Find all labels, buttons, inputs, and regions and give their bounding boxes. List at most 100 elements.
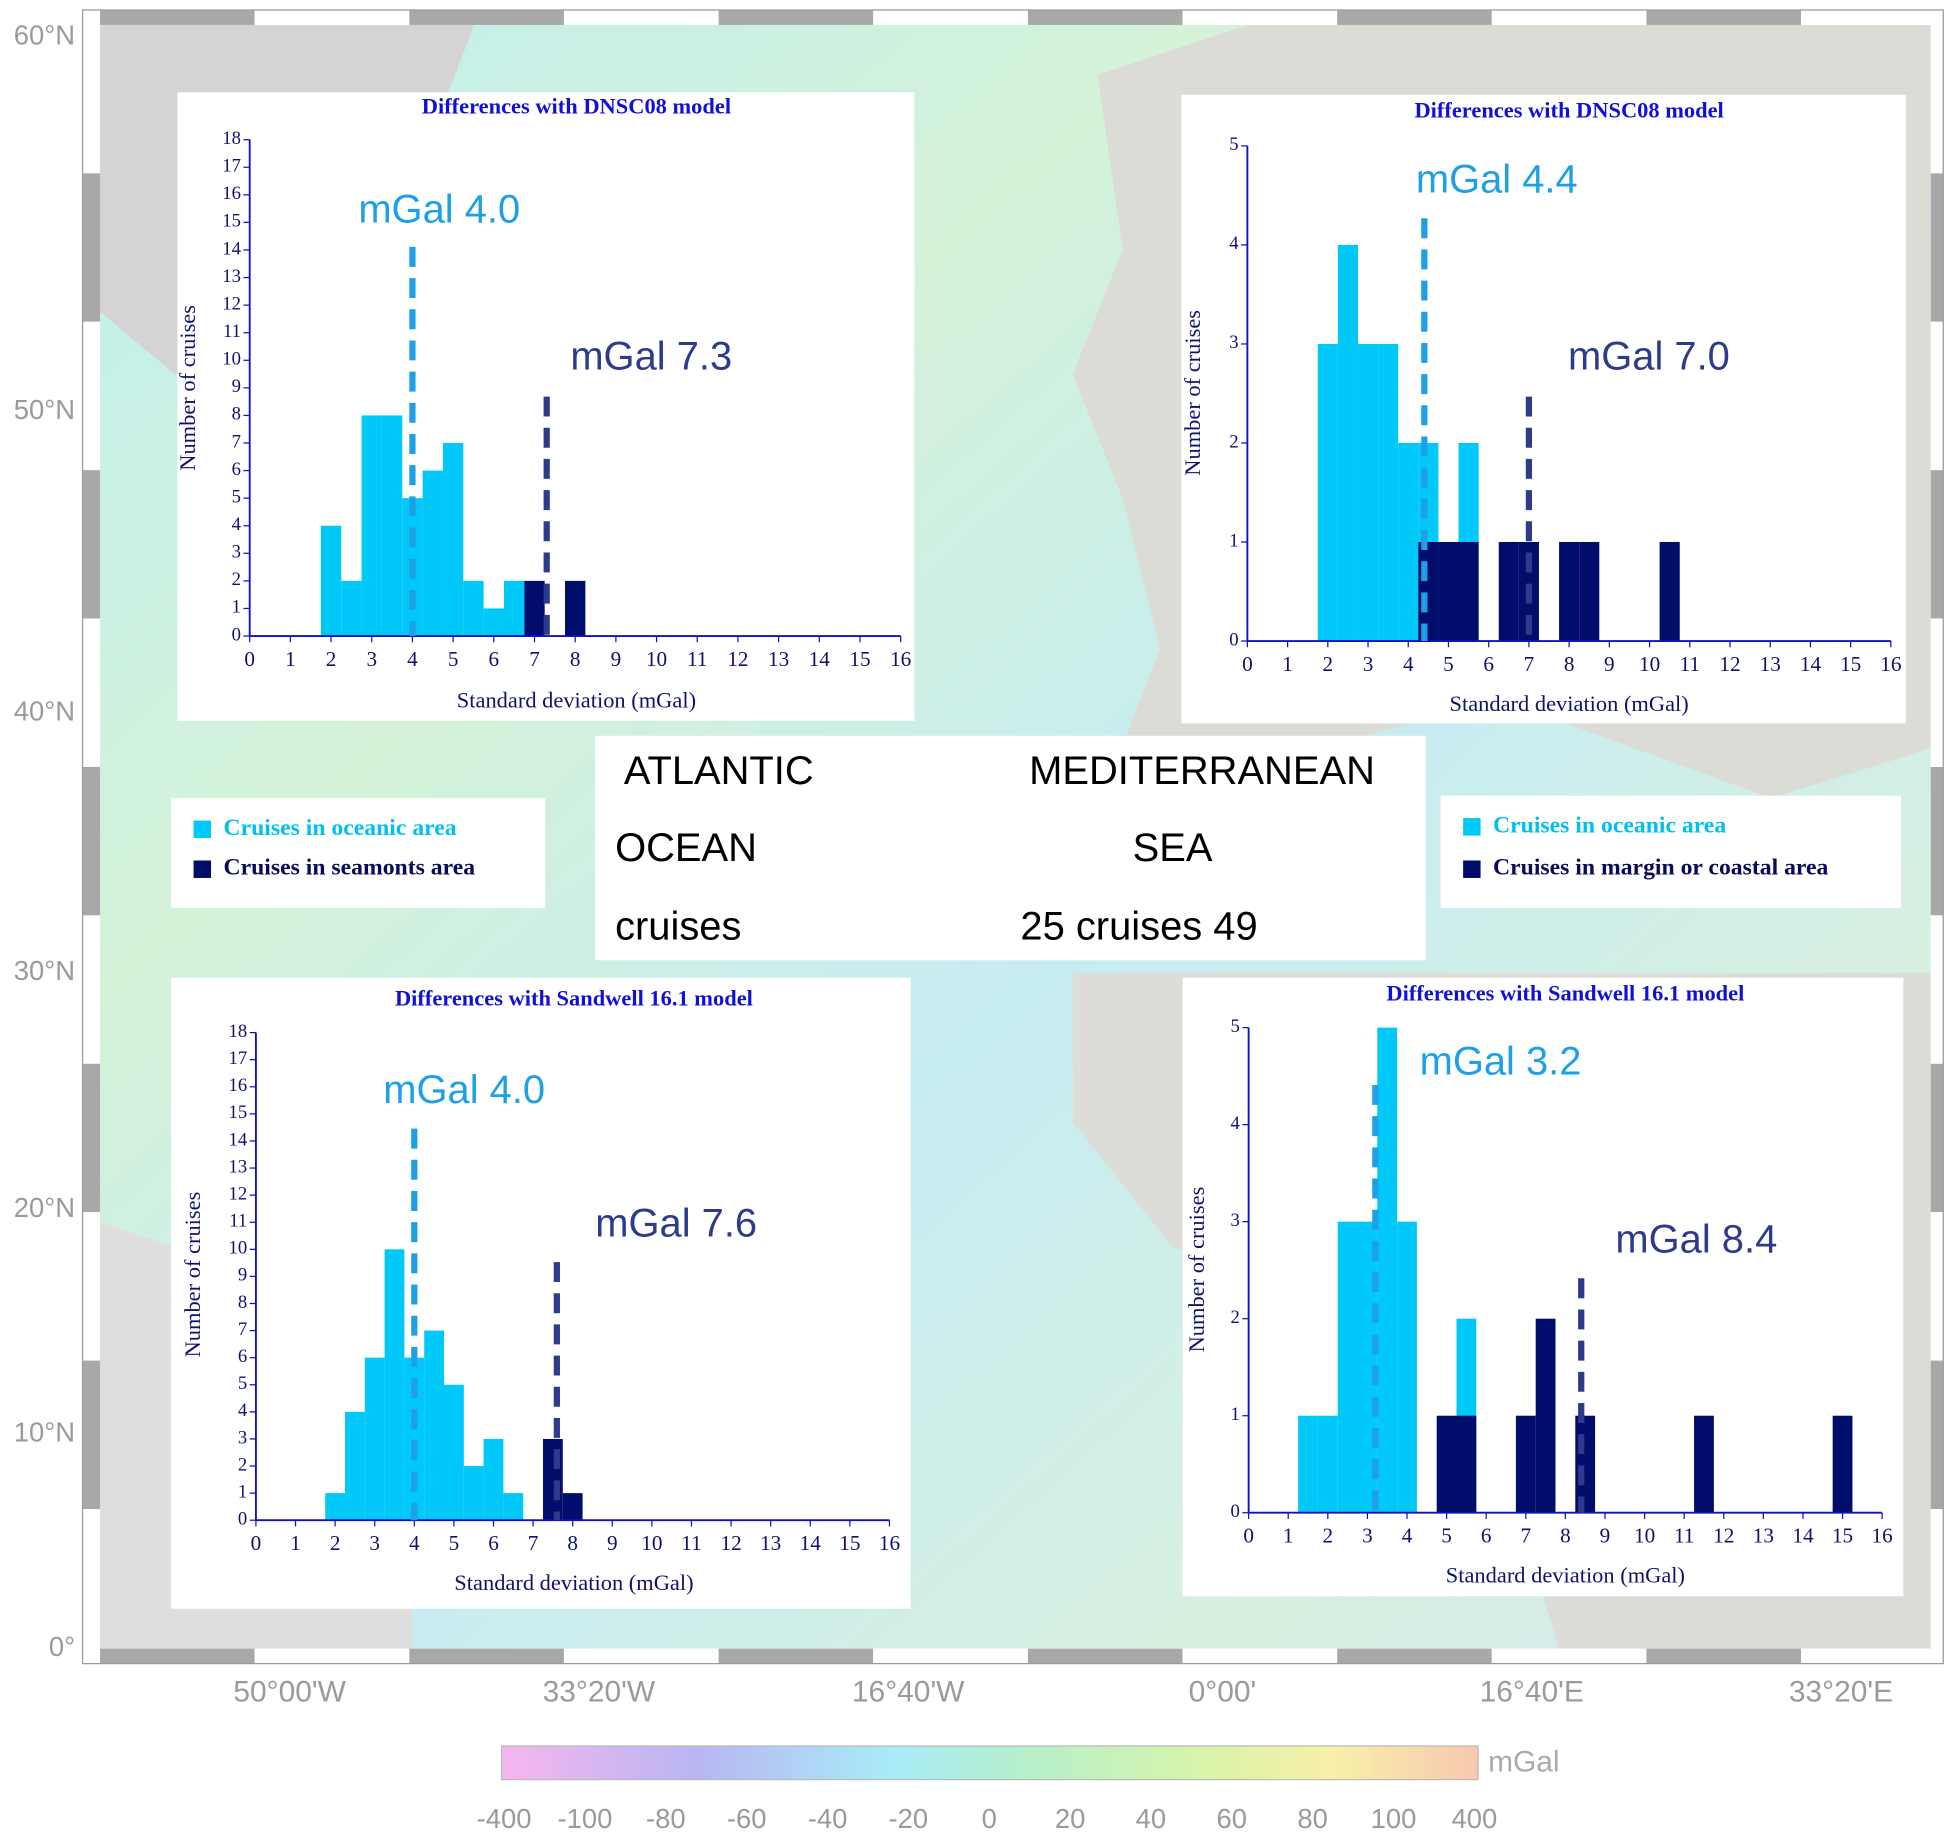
lat-label: 10°N [14,1416,75,1447]
y-tick-label: 18 [229,1021,248,1042]
y-tick-label: 0 [1229,629,1238,650]
x-tick-label: 15 [1840,652,1861,676]
frame-segment [1931,915,1943,1063]
frame-segment [1801,10,1956,25]
x-tick-label: 5 [449,1531,460,1555]
y-tick-label: 2 [1231,1307,1240,1328]
bar [1298,1416,1318,1513]
frame-segment [83,1361,100,1509]
bar [1536,1319,1556,1513]
y-tick-label: 2 [238,1454,247,1475]
mean-label: mGal 4.0 [358,188,520,232]
x-tick-label: 7 [1524,652,1535,676]
x-tick-label: 16 [890,647,911,671]
colorbar-tick-label: -40 [808,1803,848,1832]
y-tick-label: 9 [232,376,241,397]
lon-label: 16°40'W [852,1675,965,1708]
frame-segment [255,10,410,25]
colorbar-tick-label: 80 [1297,1803,1328,1832]
frame-segment [83,470,100,618]
x-tick-label: 6 [489,647,500,671]
x-tick-label: 1 [290,1531,301,1555]
x-tick-label: 6 [488,1531,499,1555]
x-tick-label: 5 [1443,652,1454,676]
x-tick-label: 8 [1560,1524,1571,1548]
x-tick-label: 1 [1282,652,1293,676]
x-tick-label: 12 [1719,652,1740,676]
bar [464,1466,484,1520]
legend-label: Cruises in oceanic area [224,815,457,841]
y-tick-label: 8 [232,404,241,425]
y-tick-label: 13 [229,1156,248,1177]
region-label: ATLANTIC [624,749,814,793]
region-label: SEA [1133,826,1213,870]
y-tick-label: 9 [238,1265,247,1286]
x-tick-label: 5 [448,647,459,671]
y-tick-label: 6 [238,1346,247,1367]
lat-label: 40°N [14,696,75,727]
x-tick-label: 8 [1564,652,1575,676]
bar [341,581,361,636]
bar [1318,344,1338,641]
x-tick-label: 2 [1323,652,1334,676]
region-label: MEDITERRANEAN [1029,749,1375,793]
figure: mGal 60°N50°N40°N30°N20°N10°N0°50°00'W33… [0,0,1956,1832]
colorbar-tick-label: -80 [646,1803,686,1832]
x-tick-label: 14 [1792,1524,1814,1548]
y-tick-label: 2 [232,569,241,590]
x-tick-label: 10 [1634,1524,1655,1548]
x-tick-label: 3 [366,647,377,671]
y-tick-label: 4 [232,514,242,535]
x-axis-label: Standard deviation (mGal) [457,687,696,712]
y-tick-label: 11 [229,1211,247,1232]
frame-segment [873,1649,1028,1664]
bar [1338,245,1358,641]
frame-segment [83,173,100,321]
bar [1318,1416,1338,1513]
lat-label: 50°N [14,394,75,425]
colorbar-tick-label: -400 [477,1803,532,1832]
y-tick-label: 12 [222,293,241,314]
y-tick-label: 0 [1231,1501,1240,1522]
x-tick-label: 11 [1674,1524,1694,1548]
page: Gravity cruise differences html, body { … [0,0,1956,1832]
x-tick-label: 16 [1880,652,1901,676]
mean-label: mGal 8.4 [1615,1218,1777,1262]
region-label: 25 cruises 49 [1020,905,1257,949]
y-tick-label: 1 [1231,1404,1240,1425]
bar [321,526,341,636]
colorbar-tick-label: -100 [558,1803,613,1832]
bar [1437,1416,1457,1513]
region-label: OCEAN [615,826,757,870]
y-tick-label: 5 [1231,1016,1240,1037]
bar [1579,542,1599,641]
frame-segment [83,767,100,915]
bar [563,1493,583,1520]
frame-segment [1337,1649,1492,1664]
y-tick-label: 11 [223,321,241,342]
y-tick-label: 10 [222,349,241,370]
bar [504,581,524,636]
x-tick-label: 10 [641,1531,662,1555]
y-tick-label: 4 [238,1400,248,1421]
x-tick-label: 9 [1600,1524,1611,1548]
frame-segment [1931,1064,1943,1212]
colorbar-tick-label: 20 [1055,1803,1086,1832]
body: {"chart_data": [ {"type": "histogram", "… [0,0,1956,1832]
x-tick-label: 2 [326,647,337,671]
x-tick-label: 6 [1481,1524,1492,1548]
bar [503,1493,523,1520]
bar [1456,1416,1476,1513]
chart-title: Differences with DNSC08 model [1414,97,1723,122]
bar [524,581,544,636]
x-axis-label: Standard deviation (mGal) [1446,1563,1685,1588]
frame-segment [564,10,719,25]
x-tick-label: 9 [1604,652,1615,676]
lat-label: 0° [49,1631,75,1662]
x-tick-label: 1 [285,647,296,671]
x-tick-label: 0 [251,1531,262,1555]
y-tick-label: 14 [229,1129,248,1150]
lat-label: 60°N [14,20,75,51]
y-axis-label: Number of cruises [180,1192,205,1358]
frame-segment [1931,470,1943,618]
